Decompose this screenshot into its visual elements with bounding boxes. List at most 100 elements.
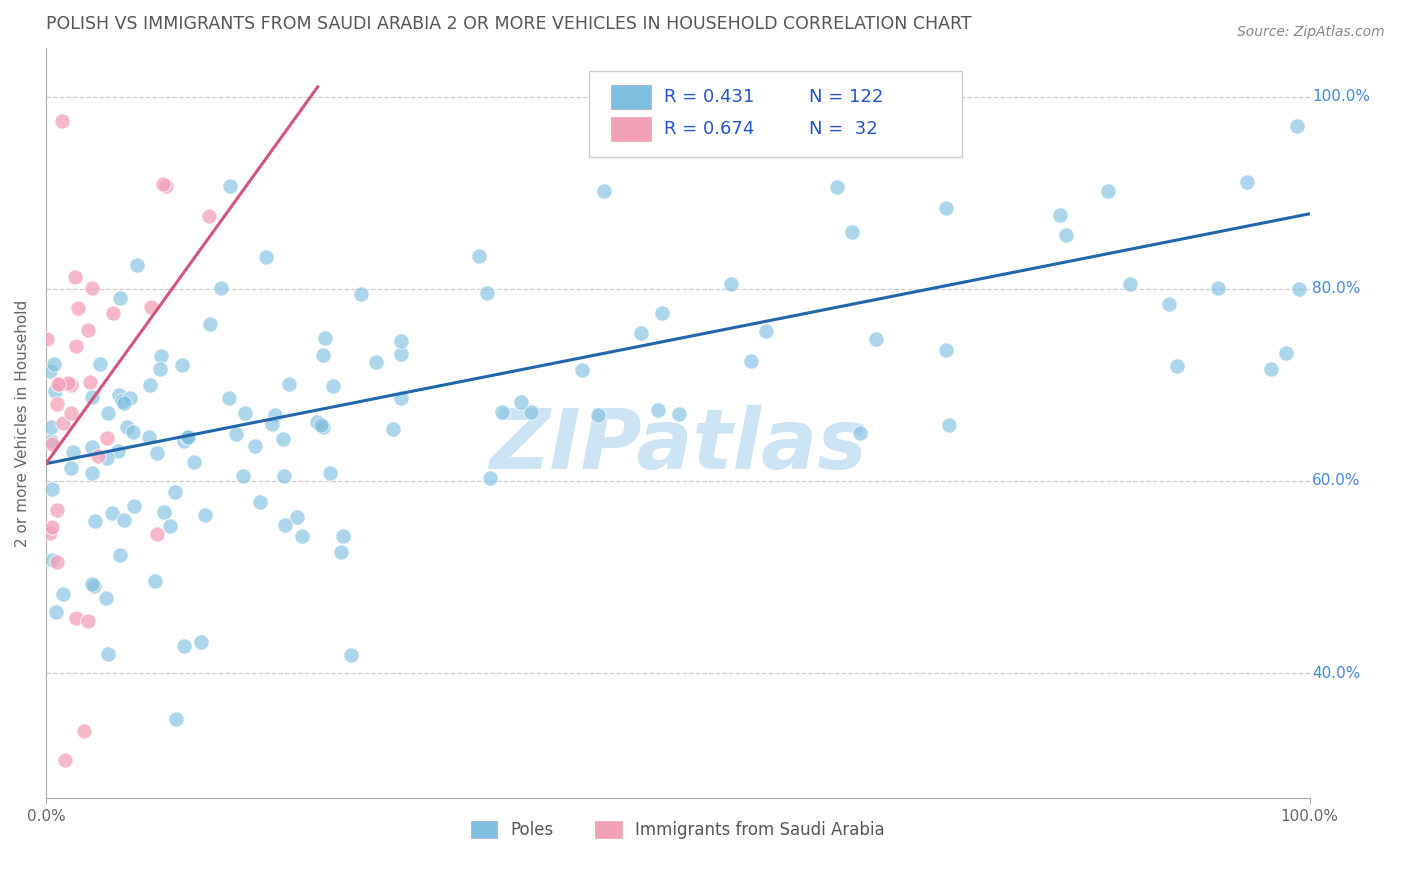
Point [382,422,405,436]
Text: N = 122: N = 122 [810,88,883,106]
Point [510,395,533,409]
Point [146,446,169,460]
Point [305,416,328,430]
Point [139,377,162,392]
Point [935,201,957,215]
Text: 80.0%: 80.0% [1312,281,1361,296]
Point [143,574,166,588]
Point [97,406,120,420]
Point [46,377,69,392]
Point [249,495,271,509]
Point [52,587,75,601]
Point [243,439,266,453]
Point [108,388,131,402]
Point [60,377,83,392]
Point [1097,184,1119,198]
Point [138,430,160,444]
Point [938,417,960,432]
Point [935,343,957,357]
Point [60,406,83,420]
Point [77,323,100,337]
Point [322,379,344,393]
Point [825,180,848,194]
Point [82,281,104,295]
Point [159,518,181,533]
Point [112,513,135,527]
Point [41,437,63,451]
Point [52,416,75,430]
Text: 60.0%: 60.0% [1312,474,1361,489]
Point [111,393,134,408]
Point [233,406,256,420]
Point [651,306,673,320]
Point [218,391,240,405]
Text: 40.0%: 40.0% [1312,665,1361,681]
Point [41,482,63,496]
Point [66,301,89,315]
Point [83,579,105,593]
Point [56,376,79,391]
Point [82,440,104,454]
Point [668,407,690,421]
Point [1236,175,1258,189]
Point [46,555,69,569]
Point [1285,119,1308,133]
Point [152,177,174,191]
Text: Source: ZipAtlas.com: Source: ZipAtlas.com [1237,25,1385,39]
Point [122,499,145,513]
Point [332,529,354,543]
Point [183,455,205,469]
Point [108,548,131,562]
Point [100,507,122,521]
Point [96,450,118,465]
Point [273,468,295,483]
Point [318,466,340,480]
Point [145,527,167,541]
Point [42,357,65,371]
Point [218,179,240,194]
Point [278,376,301,391]
Point [153,505,176,519]
Point [1166,359,1188,374]
Point [740,353,762,368]
FancyBboxPatch shape [610,117,651,141]
Text: N =  32: N = 32 [810,120,877,137]
Point [491,405,513,419]
Point [593,184,616,198]
Point [38,526,60,541]
Point [520,405,543,419]
Point [198,318,221,332]
Point [1159,297,1181,311]
Point [755,324,778,338]
Text: 100.0%: 100.0% [1312,89,1371,104]
Point [630,326,652,341]
Point [165,712,187,726]
Legend: Poles, Immigrants from Saudi Arabia: Poles, Immigrants from Saudi Arabia [464,814,891,846]
Point [89,357,111,371]
Point [97,647,120,661]
Point [80,577,103,591]
Point [107,444,129,458]
FancyBboxPatch shape [589,71,962,157]
Point [312,348,335,362]
Point [65,610,87,624]
Point [53,753,76,767]
Point [46,397,69,411]
Point [647,402,669,417]
Point [41,519,63,533]
FancyBboxPatch shape [610,85,651,109]
Point [79,375,101,389]
Point [112,396,135,410]
Point [46,503,69,517]
Point [73,723,96,738]
Point [209,281,232,295]
Point [173,434,195,449]
Point [1260,362,1282,376]
Point [391,347,413,361]
Point [122,425,145,439]
Point [274,518,297,533]
Point [1206,281,1229,295]
Point [291,529,314,543]
Point [165,484,187,499]
Point [41,420,63,434]
